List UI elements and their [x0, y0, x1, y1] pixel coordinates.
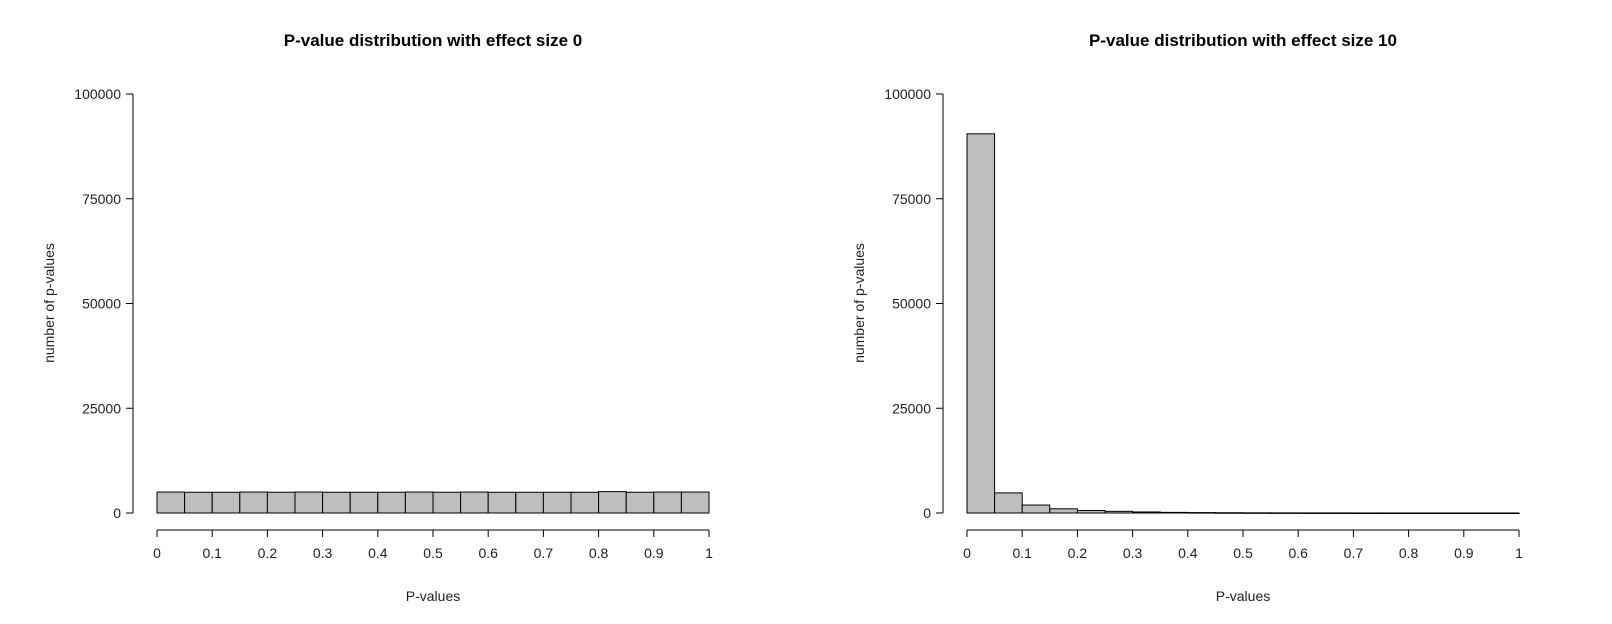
chart1-bar — [515, 491, 544, 514]
chart2-bar — [1408, 512, 1437, 514]
chart2-bar — [1270, 512, 1299, 514]
chart2-x-tick-label: 0.1 — [1012, 545, 1032, 561]
chart2-x-tick-label: 0.9 — [1454, 545, 1474, 561]
chart2-y-tick-label: 0 — [923, 505, 931, 521]
chart2-bar — [1187, 512, 1216, 514]
chart2-title: P-value distribution with effect size 10 — [1089, 31, 1397, 50]
chart1-bar — [377, 491, 406, 514]
chart2-x-tick-label: 0.3 — [1123, 545, 1143, 561]
chart1-bar — [680, 491, 710, 514]
chart1-x-tick-label: 0.9 — [644, 545, 664, 561]
chart1-x-tick-label: 0.2 — [258, 545, 278, 561]
chart1-title: P-value distribution with effect size 0 — [284, 31, 583, 50]
chart1-y-tick-label: 50000 — [82, 296, 121, 312]
chart2-bar — [1490, 512, 1520, 514]
chart2-bar — [1325, 512, 1354, 514]
chart1-bar — [598, 491, 627, 514]
chart1-bar — [266, 491, 296, 514]
chart1-bar — [184, 491, 213, 514]
chart1-x-tick-label: 1 — [705, 545, 713, 561]
chart2-x-tick-label: 1 — [1515, 545, 1523, 561]
chart2-bar — [1049, 508, 1078, 514]
chart2-bar — [1463, 512, 1492, 514]
chart1-x-tick-label: 0.4 — [368, 545, 388, 561]
chart2-x-tick-label: 0.5 — [1233, 545, 1253, 561]
chart1-x-axis-label: P-values — [406, 588, 460, 604]
chart1-x-tick-label: 0.8 — [589, 545, 609, 561]
chart2-bar — [1214, 512, 1244, 514]
chart2-bar — [1435, 512, 1465, 514]
chart1-bar — [239, 491, 268, 514]
chart2-x-tick-label: 0.2 — [1068, 545, 1088, 561]
chart1-bar — [542, 491, 572, 514]
chart1-bar — [404, 491, 434, 514]
chart1-y-tick-label: 25000 — [82, 400, 121, 416]
chart1-bar — [487, 491, 517, 514]
chart2-bar — [1242, 512, 1272, 514]
chart1-x-tick-label: 0.3 — [313, 545, 333, 561]
chart2-y-axis-label: number of p-values — [851, 243, 867, 363]
chart1-x-tick-label: 0.5 — [423, 545, 443, 561]
chart2-bar — [994, 492, 1023, 514]
chart1-x-tick-label: 0 — [153, 545, 161, 561]
chart2-bar — [1297, 512, 1327, 514]
chart2-bar — [1104, 510, 1134, 514]
chart2-bar — [966, 133, 996, 514]
chart1-bar — [294, 491, 324, 514]
chart1-bar — [322, 491, 351, 514]
chart2-x-tick-label: 0.8 — [1399, 545, 1419, 561]
chart1-y-tick-label: 75000 — [82, 191, 121, 207]
chart2-x-axis-label: P-values — [1216, 588, 1270, 604]
chart1-bar — [156, 491, 186, 514]
chart2-x-tick-label: 0.4 — [1178, 545, 1198, 561]
chart1-y-tick-label: 100000 — [74, 86, 121, 102]
chart1-bar — [432, 491, 462, 514]
chart1-y-axis-label: number of p-values — [41, 243, 57, 363]
chart2-bar — [1380, 512, 1410, 514]
chart2-bar — [1021, 504, 1051, 514]
chart2-y-tick-label: 100000 — [884, 86, 931, 102]
chart1-y-tick-label: 0 — [113, 505, 121, 521]
chart2-bar — [1352, 512, 1382, 514]
chart2-x-tick-label: 0.7 — [1344, 545, 1364, 561]
chart2-x-tick-label: 0.6 — [1288, 545, 1308, 561]
chart1-x-tick-label: 0.1 — [202, 545, 222, 561]
chart2-bar — [1076, 509, 1106, 514]
chart1-x-tick-label: 0.7 — [534, 545, 554, 561]
chart2-bar — [1159, 511, 1189, 514]
chart1-bar — [653, 491, 682, 514]
chart1-bar — [211, 491, 241, 514]
chart2-y-tick-label: 25000 — [892, 400, 931, 416]
chart2-bar — [1132, 511, 1161, 514]
chart1-bar — [570, 491, 600, 514]
chart2-y-tick-label: 75000 — [892, 191, 931, 207]
chart2-y-tick-label: 50000 — [892, 296, 931, 312]
chart2-x-tick-label: 0 — [963, 545, 971, 561]
chart1-bar — [625, 491, 655, 514]
chart1-x-tick-label: 0.6 — [478, 545, 498, 561]
chart1-bar — [349, 491, 379, 514]
chart1-bar — [460, 491, 489, 514]
